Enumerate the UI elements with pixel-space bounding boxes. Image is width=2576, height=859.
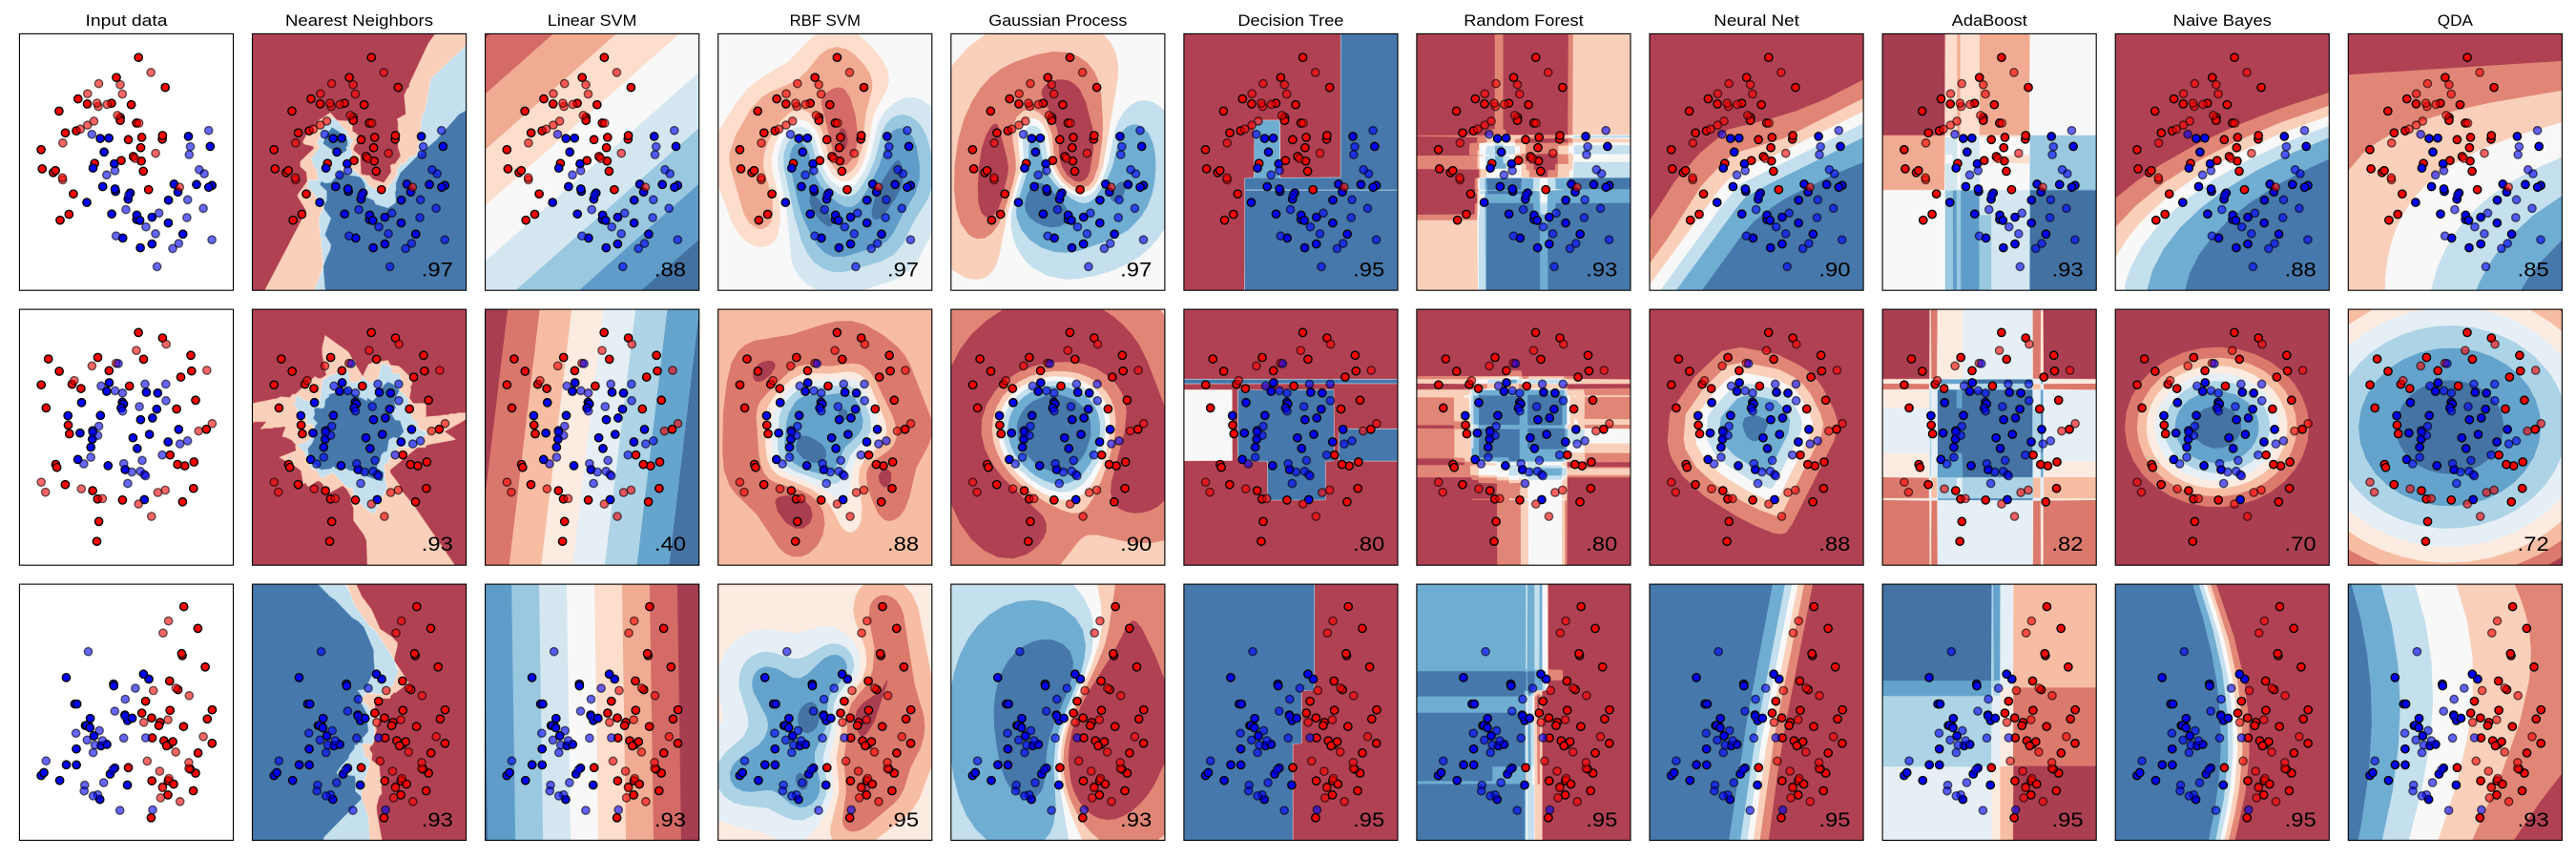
svg-text:RBF SVM: RBF SVM: [790, 11, 861, 30]
svg-text:Gaussian Process: Gaussian Process: [988, 11, 1127, 30]
svg-text:.80: .80: [1586, 534, 1617, 555]
svg-text:.95: .95: [1353, 259, 1384, 281]
svg-text:.72: .72: [2518, 534, 2549, 555]
svg-text:.70: .70: [2285, 534, 2316, 555]
svg-text:.93: .93: [422, 809, 453, 831]
svg-text:.95: .95: [1818, 809, 1850, 831]
svg-text:.95: .95: [1353, 809, 1384, 831]
svg-text:QDA: QDA: [2438, 11, 2474, 30]
svg-text:.93: .93: [1586, 259, 1617, 281]
svg-text:.93: .93: [2052, 259, 2084, 281]
svg-text:.97: .97: [887, 259, 919, 281]
svg-text:.93: .93: [2518, 809, 2549, 831]
svg-text:.82: .82: [2051, 534, 2083, 555]
svg-text:.88: .88: [654, 259, 686, 281]
svg-text:.95: .95: [887, 809, 919, 831]
svg-text:Input data: Input data: [86, 11, 169, 30]
svg-text:.95: .95: [2052, 809, 2084, 831]
svg-text:.40: .40: [654, 534, 686, 555]
svg-text:.88: .88: [887, 534, 919, 555]
svg-text:Random Forest: Random Forest: [1464, 11, 1584, 30]
svg-text:.97: .97: [422, 259, 453, 281]
svg-text:.88: .88: [2285, 259, 2316, 281]
svg-text:.97: .97: [1120, 259, 1152, 281]
svg-text:Nearest Neighbors: Nearest Neighbors: [285, 11, 433, 30]
svg-text:.85: .85: [2518, 259, 2549, 281]
svg-text:.93: .93: [422, 534, 453, 555]
svg-text:.95: .95: [2285, 809, 2316, 831]
svg-text:Linear SVM: Linear SVM: [548, 11, 637, 30]
svg-text:Neural Net: Neural Net: [1714, 11, 1799, 30]
svg-text:Decision Tree: Decision Tree: [1237, 11, 1343, 30]
svg-text:.90: .90: [1818, 259, 1850, 281]
svg-text:.88: .88: [1818, 534, 1850, 555]
svg-text:.95: .95: [1586, 809, 1617, 831]
svg-text:AdaBoost: AdaBoost: [1952, 11, 2027, 30]
svg-text:.93: .93: [1120, 809, 1152, 831]
svg-text:.80: .80: [1353, 534, 1384, 555]
svg-text:.90: .90: [1120, 534, 1152, 555]
svg-text:Naive Bayes: Naive Bayes: [2173, 11, 2272, 30]
svg-text:.93: .93: [654, 809, 686, 831]
